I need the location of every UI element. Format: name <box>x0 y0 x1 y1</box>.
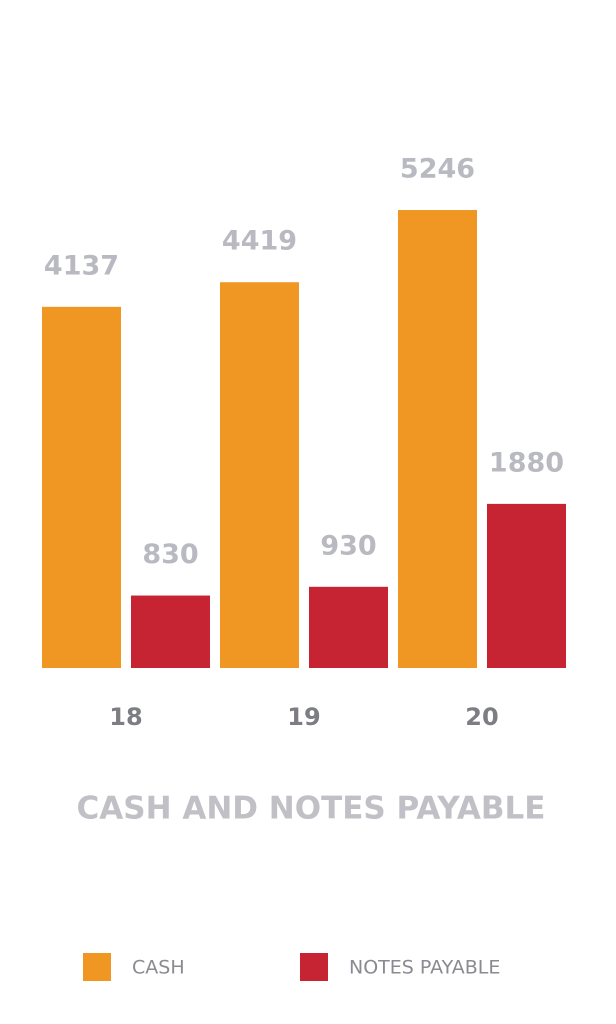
value-label: 5246 <box>400 154 475 185</box>
x-tick-label: 18 <box>109 703 142 731</box>
bar <box>42 306 121 668</box>
bar <box>487 503 566 668</box>
chart-title: CASH AND NOTES PAYABLE <box>77 791 546 827</box>
bar <box>220 282 299 668</box>
value-label: 4419 <box>222 226 297 257</box>
legend-swatch <box>300 953 328 981</box>
legend-label: NOTES PAYABLE <box>349 957 500 979</box>
bar <box>131 595 210 668</box>
x-tick-label: 20 <box>465 703 498 731</box>
bar <box>398 210 477 668</box>
value-label: 4137 <box>44 250 119 281</box>
x-tick-label: 19 <box>287 703 320 731</box>
value-label: 830 <box>142 539 198 570</box>
bar <box>309 586 388 668</box>
value-label: 930 <box>320 530 376 561</box>
legend-label: CASH <box>132 957 185 979</box>
value-label: 1880 <box>489 447 564 478</box>
legend-swatch <box>83 953 111 981</box>
